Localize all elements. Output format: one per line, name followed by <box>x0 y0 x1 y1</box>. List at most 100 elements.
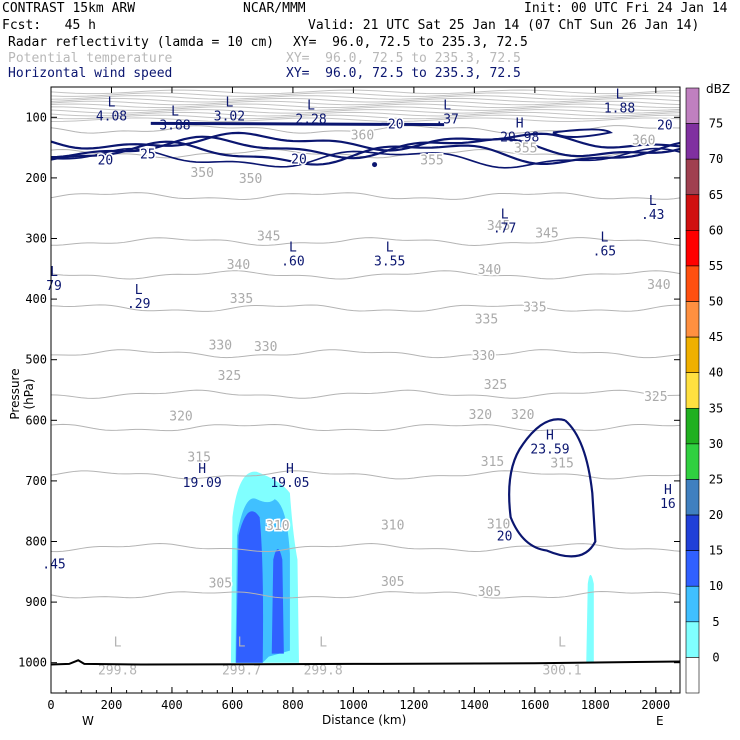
colorbar-swatch <box>685 87 700 124</box>
extremum-value-label: 3.55 <box>374 255 405 270</box>
contour-labels: 350 350 355 355 360 360 345 345 345 340 340 340 335 3… <box>42 87 675 678</box>
extremum-value-label: 19.09 <box>183 476 222 491</box>
theta-label: 310 <box>487 517 510 532</box>
org-label: NCAR/MMM <box>243 1 306 16</box>
theta-label: 335 <box>475 312 498 327</box>
theta-label: 355 <box>420 154 443 169</box>
model-title: CONTRAST 15km ARW <box>2 1 136 16</box>
x-tick-label: 0 <box>47 698 54 712</box>
y-axis-label: Pressure (hPa) <box>8 368 36 420</box>
reflectivity-plume <box>586 574 594 663</box>
theta-contour-350 <box>50 192 681 200</box>
wind-label: 20 <box>657 119 673 134</box>
wind-jet-contour <box>50 131 681 152</box>
reflectivity-shading <box>230 471 594 663</box>
extremum-value-label: .65 <box>593 244 616 259</box>
x-tick-label: 2000 <box>641 698 670 712</box>
theta-label: 335 <box>523 300 546 315</box>
theta-label: 330 <box>254 340 277 355</box>
theta-label: 305 <box>381 575 404 590</box>
theta-upper-band-line <box>50 92 681 97</box>
colorbar-tick-label: 45 <box>709 330 723 344</box>
x-tick-label: 1200 <box>399 698 428 712</box>
forecast-hour: Fcst: 45 h <box>2 18 96 33</box>
y-tick-label: 900 <box>25 595 47 609</box>
theta-upper-band-line <box>50 100 681 106</box>
theta-label: 325 <box>644 390 667 405</box>
theta-contour-345 <box>50 237 681 246</box>
colorbar-tick-label: 30 <box>709 437 723 451</box>
theta-contours <box>50 89 681 599</box>
theta-label: 330 <box>209 339 232 354</box>
colorbar-tick-label: 50 <box>709 295 723 309</box>
theta-upper-band-line <box>50 117 681 123</box>
x-tick-label: 1000 <box>339 698 368 712</box>
wind-jet-contour <box>50 147 681 169</box>
theta-label: 350 <box>239 172 262 187</box>
theta-contour-340 <box>50 270 681 280</box>
x-tick-label: 1600 <box>520 698 549 712</box>
colorbar-tick-label: 25 <box>709 472 723 486</box>
x-tick-label: 200 <box>101 698 123 712</box>
extremum-kind-label: L <box>501 207 509 222</box>
theta-label: 350 <box>190 166 213 181</box>
surface-value-label: 299.8 <box>98 664 137 679</box>
extremum-kind-label: L <box>135 283 143 298</box>
theta-upper-band-line <box>50 95 681 100</box>
wind-jet-contour <box>50 135 681 160</box>
field-xy-theta: XY= 96.0, 72.5 to 235.3, 72.5 <box>286 51 521 66</box>
field-xy-wind: XY= 96.0, 72.5 to 235.3, 72.5 <box>286 66 521 81</box>
y-tick-label: 1000 <box>18 656 47 670</box>
extremum-kind-label: H <box>516 116 524 131</box>
east-label: E <box>656 714 664 728</box>
extremum-kind-label: L <box>226 95 234 110</box>
theta-label: 360 <box>351 128 374 143</box>
extremum-kind-label: L <box>108 95 116 110</box>
field-name-wind: Horizontal wind speed <box>8 66 173 81</box>
extremum-kind-label: L <box>50 265 58 280</box>
y-tick-label: 700 <box>25 474 47 488</box>
theta-label: 320 <box>511 408 534 423</box>
colorbar-tick-label: 60 <box>709 223 723 237</box>
wind-speed-contours <box>50 121 681 558</box>
surface-kind-label: L <box>238 636 246 651</box>
y-tick-label: 100 <box>25 110 47 124</box>
theta-label: 340 <box>647 278 670 293</box>
theta-label: 345 <box>257 229 280 244</box>
y-tick-label: 200 <box>25 171 47 185</box>
y-tick-label: 500 <box>25 353 47 367</box>
wind-contour-20-closed <box>508 418 597 558</box>
surface-kind-label: L <box>319 636 327 651</box>
theta-label: 310 <box>381 519 404 534</box>
extremum-kind-label: L <box>386 241 394 256</box>
theta-upper-band-line <box>50 103 681 109</box>
theta-label: 345 <box>535 226 558 241</box>
colorbar-tick-label: 0 <box>712 650 719 664</box>
surface-value-label: 300.1 <box>542 664 581 679</box>
colorbar: 0 5 10 15 20 25 30 35 40 45 50 55 60 65 70 75 <box>685 87 723 694</box>
extremum-value-label: .29 <box>127 297 150 312</box>
colorbar-swatch <box>685 372 700 409</box>
colorbar-swatch <box>685 550 700 587</box>
extremum-value-label: 3.02 <box>214 109 245 124</box>
x-tick-label: 1800 <box>581 698 610 712</box>
extremum-kind-label: H <box>198 462 206 477</box>
field-xy-reflectivity: XY= 96.0, 72.5 to 235.3, 72.5 <box>293 35 528 50</box>
wind-jet-core <box>150 121 445 127</box>
extremum-value-label: 23.59 <box>530 443 569 458</box>
extremum-kind-label: L <box>443 98 451 113</box>
colorbar-swatch <box>685 443 700 480</box>
theta-label: 345 <box>487 219 510 234</box>
colorbar-tick-label: 15 <box>709 544 723 558</box>
theta-label: 330 <box>472 349 495 364</box>
extremum-kind-label: L <box>616 87 624 102</box>
theta-label: 315 <box>481 455 504 470</box>
colorbar-tick-label: 10 <box>709 579 723 593</box>
theta-label: 305 <box>209 577 232 592</box>
theta-label: 325 <box>218 369 241 384</box>
extremum-value-label: 79 <box>46 279 62 294</box>
theta-label: 355 <box>514 142 537 157</box>
wind-label: 20 <box>98 154 114 169</box>
wind-label: 20 <box>388 117 404 132</box>
theta-contour-315 <box>50 470 681 480</box>
